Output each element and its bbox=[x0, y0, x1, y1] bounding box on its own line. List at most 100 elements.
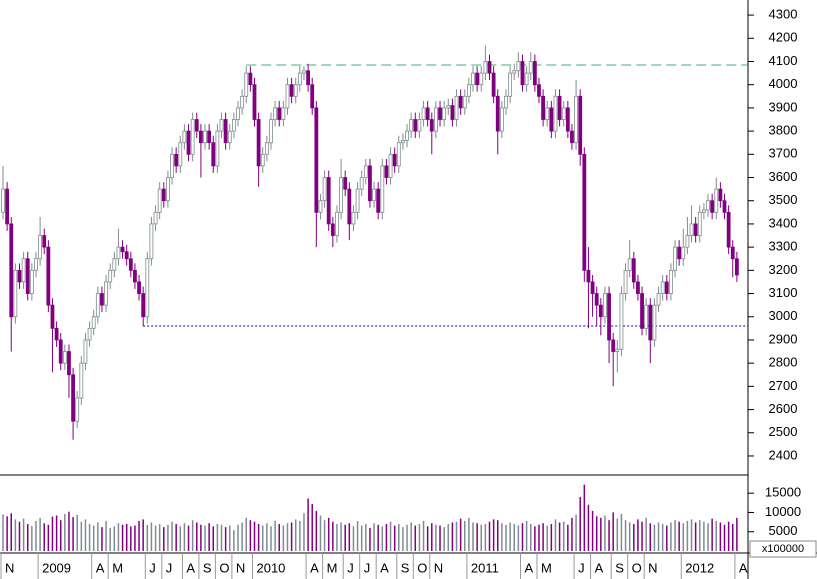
candle-body bbox=[50, 304, 55, 329]
candle-body bbox=[13, 269, 18, 318]
volume-bar bbox=[513, 524, 515, 551]
volume-bar bbox=[538, 524, 540, 551]
x-tick-label: M bbox=[112, 560, 123, 575]
volume-bar bbox=[204, 525, 206, 551]
y-tick-label: 2600 bbox=[769, 401, 798, 416]
candle-body bbox=[615, 348, 620, 352]
candle-body bbox=[17, 269, 22, 283]
candle-body bbox=[442, 107, 447, 120]
candle-body bbox=[211, 142, 216, 167]
candle-body bbox=[396, 142, 401, 167]
volume-bar bbox=[261, 525, 264, 551]
volume-bar bbox=[546, 525, 548, 551]
x-tick-label: A bbox=[595, 560, 604, 575]
volume-bar bbox=[521, 523, 524, 551]
volume-bar bbox=[389, 521, 392, 551]
volume-bar bbox=[224, 527, 227, 551]
volume-bar bbox=[422, 520, 425, 551]
candle-body bbox=[590, 281, 595, 294]
volume-bar bbox=[443, 527, 445, 551]
volume-bar bbox=[558, 522, 561, 551]
volume-bar bbox=[216, 524, 219, 551]
candle-body bbox=[570, 130, 574, 144]
y-tick-label: 3700 bbox=[769, 146, 798, 161]
volume-bar bbox=[459, 518, 462, 551]
candle-body bbox=[512, 70, 517, 74]
volume-bar bbox=[183, 523, 186, 551]
volume-bar bbox=[529, 524, 532, 551]
volume-bar bbox=[719, 522, 722, 551]
y-tick-label: 3800 bbox=[769, 123, 798, 138]
candle-body bbox=[149, 223, 154, 260]
candle-body bbox=[458, 95, 463, 109]
candle-body bbox=[392, 153, 397, 167]
volume-bar bbox=[113, 526, 116, 551]
volume-tick-label: 5000 bbox=[769, 523, 798, 538]
volume-bar bbox=[711, 518, 713, 551]
candle-body bbox=[145, 258, 150, 318]
candle-body bbox=[541, 95, 546, 120]
candle-body bbox=[157, 188, 162, 213]
volume-bar bbox=[340, 522, 342, 551]
candle-body bbox=[421, 107, 426, 120]
candle-body bbox=[372, 188, 376, 202]
volume-bar bbox=[348, 523, 351, 551]
volume-bar bbox=[84, 519, 87, 551]
candle-body bbox=[730, 246, 735, 260]
volume-bar bbox=[377, 524, 379, 551]
candle-body bbox=[413, 119, 418, 132]
volume-bar bbox=[191, 520, 194, 551]
volume-bar bbox=[525, 520, 528, 551]
candle-body bbox=[277, 107, 282, 120]
candle-body bbox=[227, 130, 232, 144]
volume-bar bbox=[501, 523, 503, 551]
candle-body bbox=[462, 95, 467, 109]
volume-bar bbox=[480, 524, 483, 551]
candle-body bbox=[483, 61, 488, 74]
volume-bar bbox=[167, 524, 169, 551]
y-tick-label: 3200 bbox=[769, 262, 798, 277]
candle-body bbox=[100, 293, 104, 306]
volume-bar bbox=[319, 515, 322, 551]
volume-bar bbox=[72, 517, 74, 551]
candle-body bbox=[636, 281, 640, 294]
y-tick-label: 4000 bbox=[769, 76, 798, 91]
volume-bar bbox=[360, 525, 363, 551]
volume-unit: x100000 bbox=[762, 543, 804, 555]
candle-body bbox=[673, 246, 677, 271]
candle-body bbox=[25, 258, 30, 294]
candle-body bbox=[586, 269, 591, 283]
volume-bar bbox=[179, 526, 182, 551]
volume-bar bbox=[674, 520, 676, 551]
candle-body bbox=[631, 258, 636, 283]
candle-body bbox=[326, 177, 331, 225]
volume-bar bbox=[591, 510, 594, 551]
volume-bar bbox=[715, 520, 718, 551]
candle-body bbox=[471, 72, 475, 86]
candle-body bbox=[697, 211, 702, 236]
volume-bar bbox=[76, 514, 78, 551]
candle-body bbox=[425, 107, 430, 120]
candle-body bbox=[194, 119, 199, 132]
volume-bar bbox=[393, 525, 396, 551]
volume-tick-label: 15000 bbox=[765, 485, 801, 500]
volume-bar bbox=[196, 522, 198, 551]
volume-bar bbox=[249, 520, 252, 551]
volume-bar bbox=[97, 522, 99, 551]
volume-bar bbox=[732, 524, 734, 551]
candle-body bbox=[380, 165, 385, 213]
candle-body bbox=[141, 293, 146, 318]
volume-bar bbox=[464, 520, 466, 551]
volume-bar bbox=[542, 523, 544, 551]
x-tick-label: S bbox=[203, 560, 212, 575]
x-tick-label: 2012 bbox=[685, 560, 714, 575]
volume-bar bbox=[612, 512, 614, 551]
candle-body bbox=[71, 374, 75, 422]
volume-bar bbox=[270, 526, 272, 551]
volume-bar bbox=[439, 525, 441, 551]
candle-body bbox=[116, 246, 121, 260]
volume-bar bbox=[6, 516, 8, 551]
candle-body bbox=[351, 211, 356, 225]
volume-bar bbox=[373, 523, 375, 551]
candle-body bbox=[289, 84, 294, 97]
